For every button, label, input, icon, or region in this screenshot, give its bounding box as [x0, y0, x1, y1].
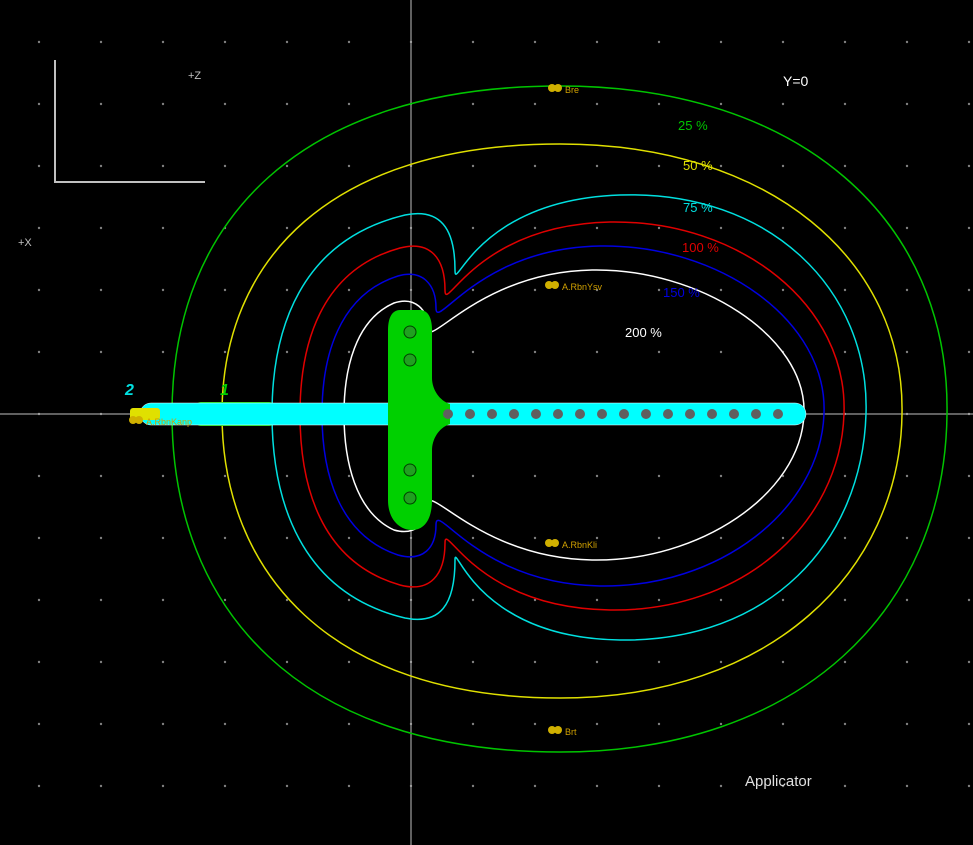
reference-point-label: A.RbnYsv	[562, 282, 603, 292]
dwell-position	[575, 409, 585, 419]
dwell-position	[465, 409, 475, 419]
catheter-number: 1	[220, 382, 229, 399]
axis-label-y0: Y=0	[783, 73, 809, 89]
isodose-label: 150 %	[663, 285, 700, 300]
isodose-label: 100 %	[682, 240, 719, 255]
isodose-label: 75 %	[683, 200, 713, 215]
ovoid-dwell	[404, 464, 416, 476]
dwell-position	[729, 409, 739, 419]
dwell-position	[663, 409, 673, 419]
dwell-position	[509, 409, 519, 419]
dwell-position	[531, 409, 541, 419]
ovoid-dwell	[404, 492, 416, 504]
reference-point-label: A.RbnKli	[562, 540, 597, 550]
ovoid-dwell	[404, 326, 416, 338]
reference-point-label: Brt	[565, 727, 577, 737]
applicator-label: Applicator	[745, 773, 812, 790]
reference-point-label: A.RbnKanp	[146, 417, 192, 427]
dwell-position	[707, 409, 717, 419]
reference-point-label: Bre	[565, 85, 579, 95]
isodose-label: 25 %	[678, 118, 708, 133]
dwell-position	[641, 409, 651, 419]
dwell-position	[751, 409, 761, 419]
dwell-position	[553, 409, 563, 419]
dwell-position	[685, 409, 695, 419]
ovoid-dwell	[404, 354, 416, 366]
isodose-plot: Bre A.RbnYsv A.RbnKli Brt A.RbnKanp 25 % 50 % 7…	[0, 0, 973, 845]
dwell-position	[619, 409, 629, 419]
catheter-number: 2	[124, 382, 134, 399]
isodose-label: 200 %	[625, 325, 662, 340]
dwell-position	[773, 409, 783, 419]
dwell-position	[597, 409, 607, 419]
isodose-label: 50 %	[683, 158, 713, 173]
axis-label-x: +X	[18, 237, 32, 249]
dwell-position	[443, 409, 453, 419]
axis-label-z: +Z	[188, 70, 201, 82]
dwell-position	[487, 409, 497, 419]
